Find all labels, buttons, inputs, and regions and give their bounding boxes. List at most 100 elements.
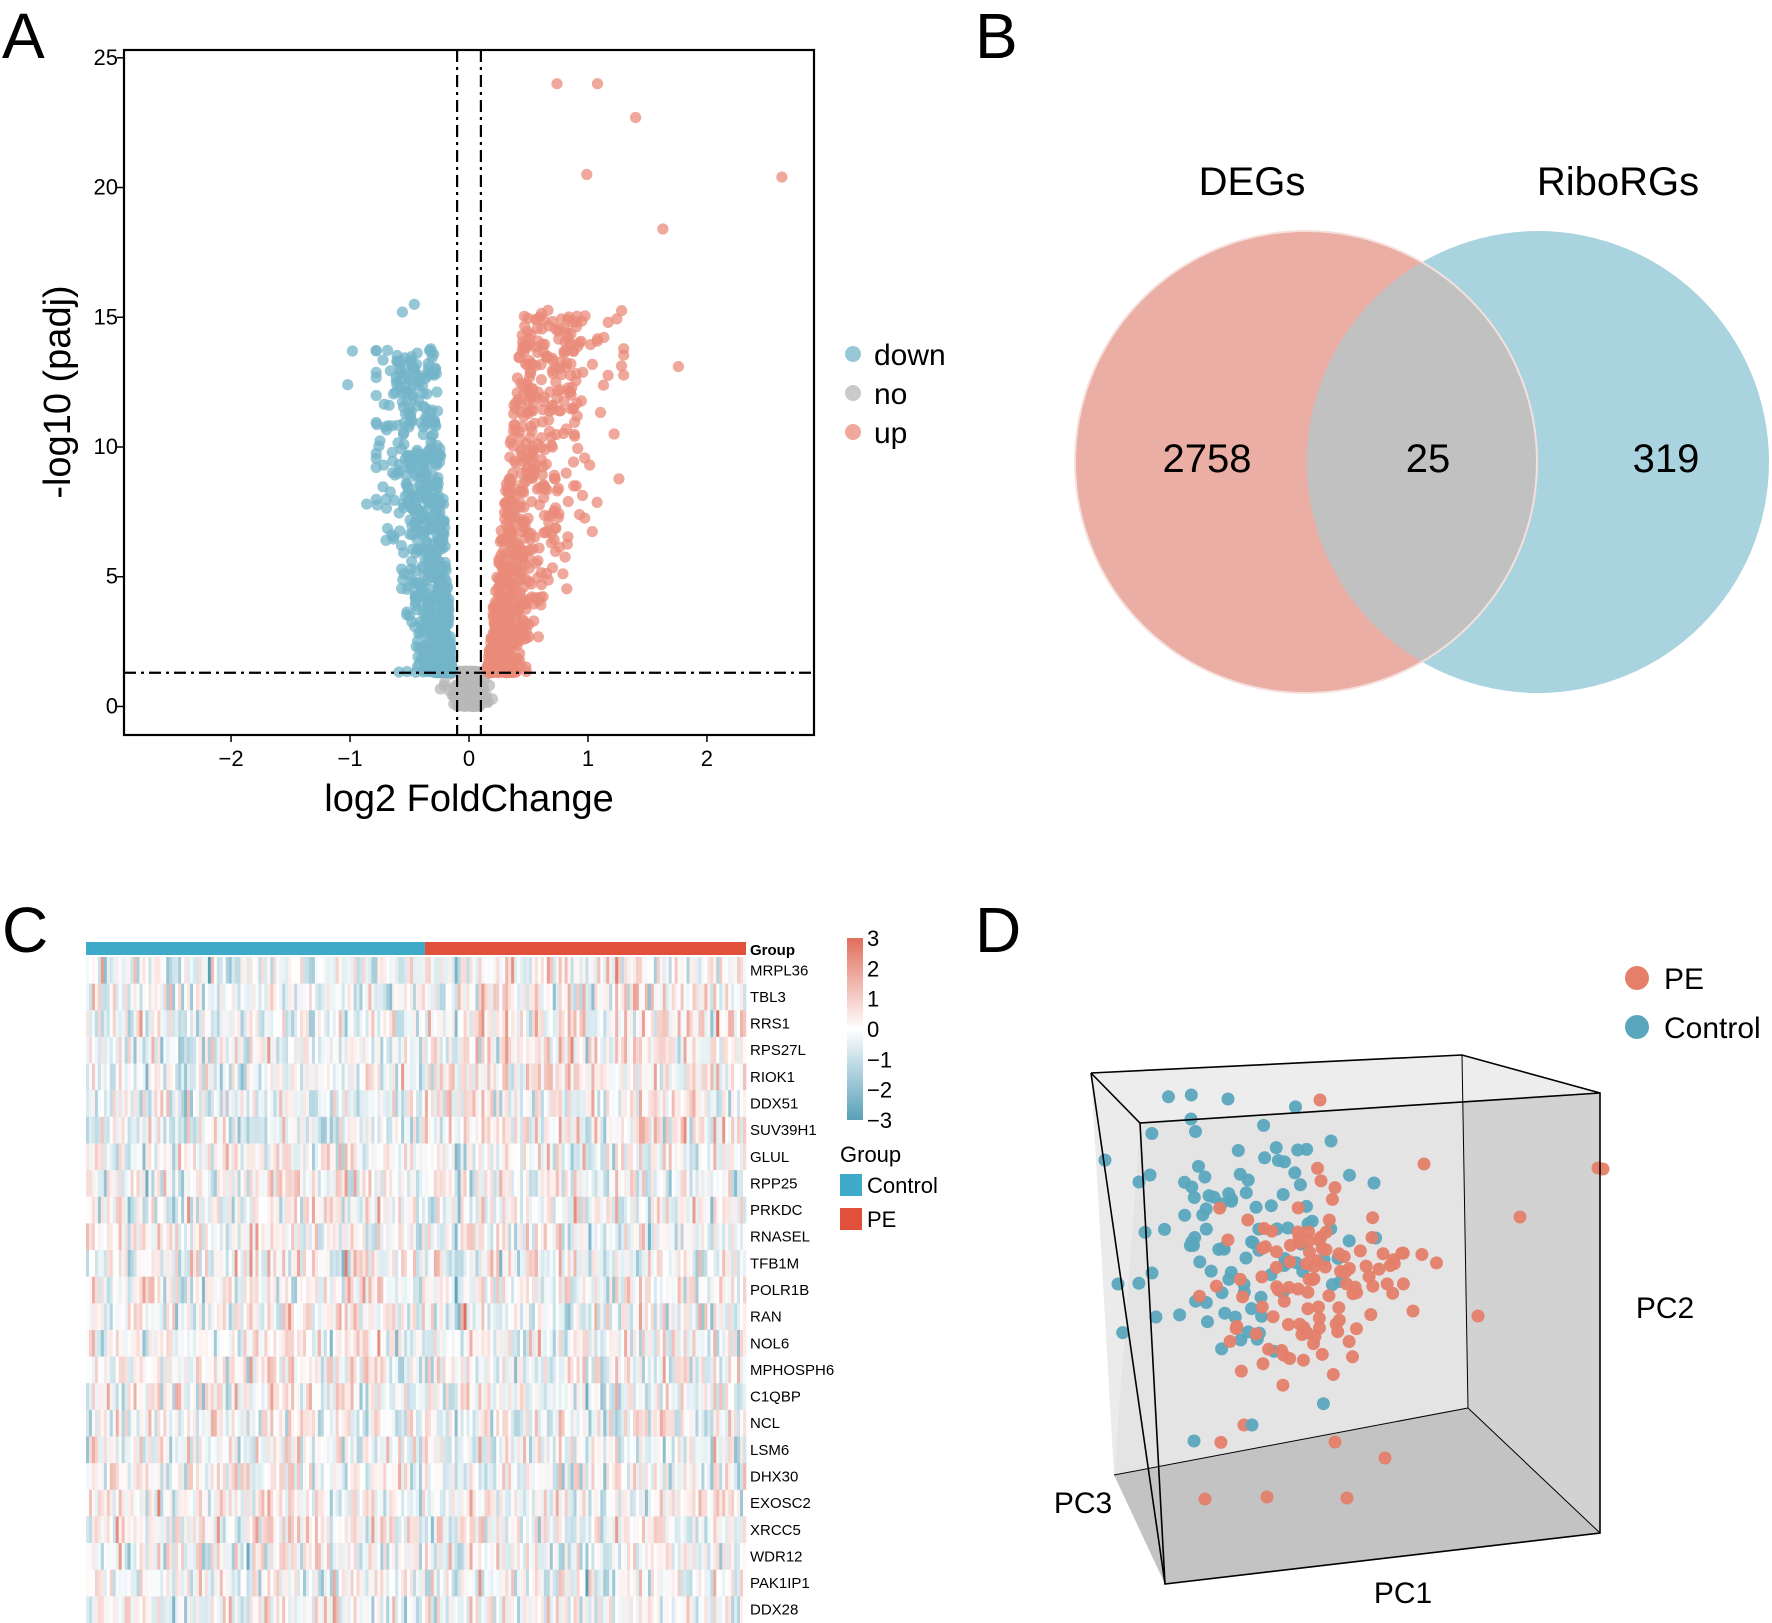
heatmap-cell xyxy=(225,1170,229,1198)
heatmap-cell xyxy=(184,1223,188,1251)
heatmap-cell xyxy=(187,983,191,1011)
heatmap-cell xyxy=(698,1170,702,1198)
heatmap-cell xyxy=(311,1223,316,1251)
heatmap-cell xyxy=(615,1116,619,1144)
heatmap-cell xyxy=(323,1116,328,1144)
heatmap-cell xyxy=(612,1063,616,1091)
heatmap-cell xyxy=(103,1170,108,1198)
heatmap-cell xyxy=(427,1223,432,1251)
heatmap-cell xyxy=(475,1143,479,1171)
heatmap-cell xyxy=(219,1143,224,1171)
heatmap-cell xyxy=(258,957,262,984)
heatmap-cell xyxy=(484,1036,488,1064)
heatmap-cell xyxy=(193,1250,197,1277)
heatmap-cell xyxy=(172,957,176,984)
heatmap-cell xyxy=(621,1223,625,1251)
heatmap-cell xyxy=(671,1063,675,1091)
volcano-y-axis-title: -log10 (padj) xyxy=(37,285,79,498)
heatmap-cell xyxy=(368,957,372,984)
heatmap-cell xyxy=(606,1170,610,1198)
heatmap-cell xyxy=(178,1143,182,1171)
heatmap-cell xyxy=(380,1143,384,1171)
heatmap-cell xyxy=(198,1170,203,1198)
heatmap-cell xyxy=(514,983,518,1011)
heatmap-cell xyxy=(225,1250,229,1277)
heatmap-cell xyxy=(445,1196,449,1224)
heatmap-cell xyxy=(481,957,485,984)
heatmap-cell xyxy=(267,1036,271,1064)
volcano-point-down xyxy=(383,399,395,411)
heatmap-cell xyxy=(377,1276,381,1304)
heatmap-cell xyxy=(243,1063,247,1091)
heatmap-cell xyxy=(701,1170,705,1198)
heatmap-cell xyxy=(249,957,253,984)
heatmap-cell xyxy=(737,1116,741,1144)
heatmap-cell xyxy=(410,983,414,1011)
heatmap-cell xyxy=(448,957,452,984)
heatmap-cell xyxy=(210,1116,215,1144)
heatmap-cell xyxy=(579,1036,583,1064)
heatmap-cell xyxy=(219,1116,224,1144)
heatmap-cell xyxy=(145,1250,149,1277)
volcano-point-down xyxy=(429,517,441,529)
heatmap-cell xyxy=(641,1063,646,1091)
heatmap-cell xyxy=(728,1116,732,1144)
heatmap-cell xyxy=(306,1276,310,1304)
heatmap-cell xyxy=(130,1116,134,1144)
heatmap-cell xyxy=(680,1090,684,1118)
heatmap-cell xyxy=(644,1223,649,1251)
heatmap-cell xyxy=(374,1303,378,1331)
heatmap-cell xyxy=(487,957,491,984)
heatmap-cell xyxy=(118,1063,122,1091)
heatmap-cell xyxy=(237,1303,241,1331)
heatmap-cell xyxy=(148,1223,152,1251)
heatmap-cell xyxy=(517,1276,521,1304)
heatmap-cell xyxy=(546,1143,551,1171)
heatmap-cell xyxy=(130,957,134,984)
heatmap-cell xyxy=(466,1063,470,1091)
heatmap-cell xyxy=(383,1143,387,1171)
heatmap-cell xyxy=(514,1276,518,1304)
heatmap-cell xyxy=(255,1063,259,1091)
heatmap-cell xyxy=(267,1276,271,1304)
heatmap-cell xyxy=(151,1010,155,1038)
heatmap-cell xyxy=(484,983,488,1011)
heatmap-cell xyxy=(573,1170,577,1198)
heatmap-cell xyxy=(118,983,122,1011)
heatmap-cell xyxy=(582,1036,586,1064)
heatmap-cell xyxy=(121,1036,125,1064)
heatmap-cell xyxy=(300,1116,304,1144)
volcano-point-up xyxy=(569,430,581,442)
volcano-point-no xyxy=(467,691,479,703)
heatmap-cell xyxy=(124,1036,128,1064)
heatmap-cell xyxy=(311,1303,316,1331)
heatmap-cell xyxy=(647,1063,652,1091)
heatmap-cell xyxy=(395,957,399,984)
heatmap-cell xyxy=(154,1090,158,1118)
heatmap-cell xyxy=(487,983,491,1011)
heatmap-cell xyxy=(523,1170,527,1198)
heatmap-cell xyxy=(389,1036,393,1064)
heatmap-cell xyxy=(201,1010,206,1038)
heatmap-cell xyxy=(433,1143,438,1171)
heatmap-cell xyxy=(258,1303,262,1331)
heatmap-cell xyxy=(624,1063,628,1091)
heatmap-cell xyxy=(184,1303,188,1331)
heatmap-cell xyxy=(297,1303,301,1331)
heatmap-cell xyxy=(734,957,738,984)
heatmap-cell xyxy=(228,1116,232,1144)
heatmap-cell xyxy=(204,1116,209,1144)
heatmap-cell xyxy=(326,1250,331,1277)
heatmap-cell xyxy=(564,983,568,1011)
heatmap-cell xyxy=(558,1196,562,1224)
heatmap-cell xyxy=(576,1196,580,1224)
heatmap-cell xyxy=(222,1063,227,1091)
heatmap-cell xyxy=(386,1303,390,1331)
heatmap-cell xyxy=(347,1276,351,1304)
heatmap-cell xyxy=(502,1063,506,1091)
heatmap-cell xyxy=(517,1090,521,1118)
heatmap-cell xyxy=(561,1250,565,1277)
heatmap-cell xyxy=(600,983,604,1011)
heatmap-cell xyxy=(365,1143,369,1171)
